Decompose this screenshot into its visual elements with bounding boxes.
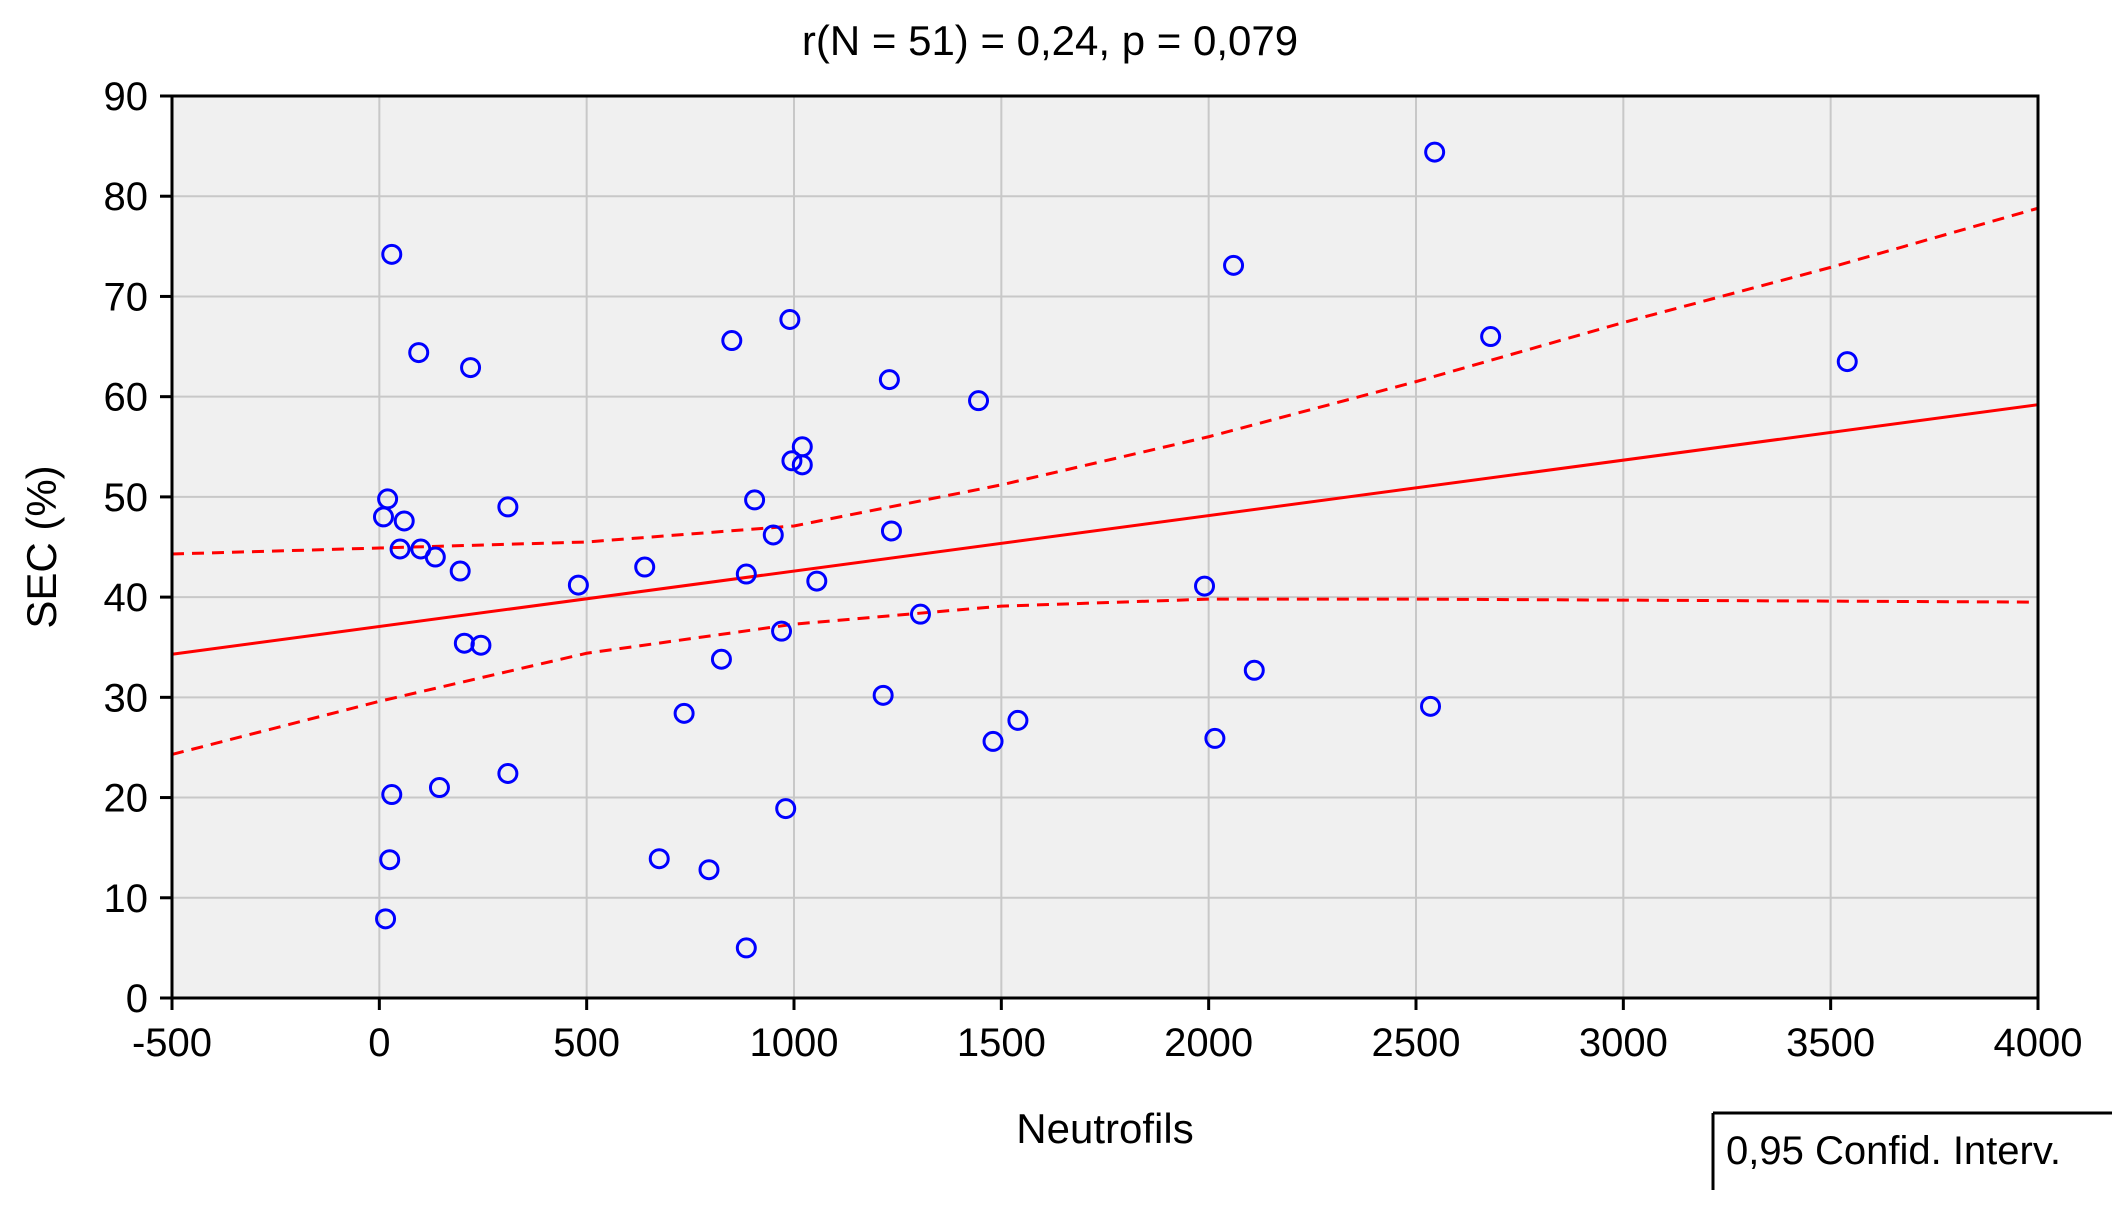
x-tick-label: 0 [368, 1021, 390, 1065]
data-point [710, 648, 732, 670]
data-point [968, 390, 990, 412]
data-point [735, 563, 757, 585]
data-point [497, 763, 519, 785]
data-point [379, 849, 401, 871]
x-tick-label: 500 [553, 1021, 620, 1065]
data-point [762, 524, 784, 546]
data-point [1836, 351, 1858, 373]
y-axis-title: SEC (%) [18, 465, 65, 628]
data-point [1424, 141, 1446, 163]
legend-label: 0,95 Confid. Interv. [1726, 1129, 2061, 1173]
data-point [389, 538, 411, 560]
data-point [428, 777, 450, 799]
y-tick-label: 20 [104, 777, 149, 821]
data-point [381, 784, 403, 806]
data-point [393, 510, 415, 532]
x-tick-label: 3000 [1579, 1021, 1668, 1065]
data-point [673, 702, 695, 724]
data-point [721, 330, 743, 352]
data-point [771, 620, 793, 642]
data-point [1194, 575, 1216, 597]
data-point [1223, 254, 1245, 276]
data-point [375, 908, 397, 930]
x-tick-label: 2000 [1164, 1021, 1253, 1065]
data-point [424, 546, 446, 568]
y-tick-label: 40 [104, 576, 149, 620]
y-tick-label: 0 [126, 977, 148, 1021]
data-point [372, 506, 394, 528]
regression-line [171, 403, 2039, 656]
data-point [648, 848, 670, 870]
y-axis: 0 10 20 30 40 50 60 70 80 90 [104, 75, 172, 1021]
y-tick-label: 90 [104, 75, 149, 119]
x-tick-label: 1500 [957, 1021, 1046, 1065]
data-point [806, 570, 828, 592]
data-point [744, 489, 766, 511]
data-point [1243, 659, 1265, 681]
data-point [1204, 727, 1226, 749]
data-point [880, 520, 902, 542]
y-tick-label: 80 [104, 175, 149, 219]
data-point [779, 308, 801, 330]
data-point [460, 357, 482, 379]
data-point [909, 603, 931, 625]
x-tick-label: -500 [132, 1021, 212, 1065]
data-point [567, 574, 589, 596]
data-point [698, 859, 720, 881]
confidence-upper-line [171, 206, 2039, 556]
x-tick-label: 4000 [1994, 1021, 2083, 1065]
data-point [1480, 326, 1502, 348]
data-point [872, 684, 894, 706]
data-point [982, 730, 1004, 752]
confidence-lower-line [171, 597, 2039, 756]
data-point [449, 560, 471, 582]
chart-title: r(N = 51) = 0,24, p = 0,079 [802, 17, 1298, 64]
y-tick-label: 10 [104, 877, 149, 921]
data-point [735, 937, 757, 959]
data-point [408, 342, 430, 364]
data-points [372, 141, 1858, 959]
y-tick-label: 30 [104, 676, 149, 720]
data-point [497, 496, 519, 518]
y-tick-label: 60 [104, 376, 149, 420]
y-tick-label: 50 [104, 476, 149, 520]
data-point [775, 798, 797, 820]
fit-lines [171, 206, 2039, 756]
x-tick-label: 1000 [750, 1021, 839, 1065]
plot-area [172, 96, 2038, 998]
x-axis-title: Neutrofils [1016, 1105, 1193, 1152]
plot-frame [170, 94, 2040, 1000]
x-tick-label: 3500 [1786, 1021, 1875, 1065]
x-tick-label: 2500 [1372, 1021, 1461, 1065]
data-point [634, 556, 656, 578]
data-point [381, 243, 403, 265]
data-point [470, 634, 492, 656]
y-tick-label: 70 [104, 275, 149, 319]
x-axis: -500 0 500 1000 1500 2000 2500 3000 3500 4000 [132, 998, 2083, 1065]
data-point [1420, 695, 1442, 717]
legend: 0,95 Confid. Interv. [1711, 1111, 2112, 1190]
data-point [791, 454, 813, 476]
data-point [1007, 709, 1029, 731]
data-point [781, 450, 803, 472]
data-point [878, 369, 900, 391]
